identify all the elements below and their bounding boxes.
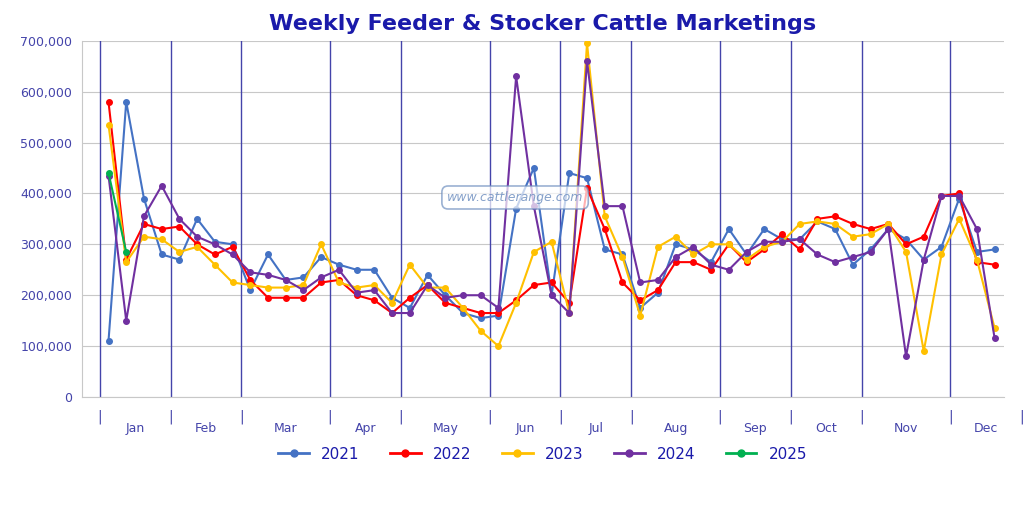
- 2021: [102, 338, 115, 344]
- 2023: [386, 300, 398, 306]
- Line: 2023: 2023: [105, 41, 997, 354]
- 2022: [403, 295, 416, 301]
- Text: |: |: [328, 409, 333, 424]
- Text: Jan: Jan: [126, 422, 144, 435]
- 2021: [315, 254, 328, 260]
- 2023: [758, 244, 770, 250]
- 2024: [581, 58, 593, 64]
- Text: Sep: Sep: [743, 422, 767, 435]
- Text: May: May: [432, 422, 458, 435]
- Text: |: |: [859, 409, 864, 424]
- 2021: [705, 259, 717, 265]
- Text: Jun: Jun: [515, 422, 535, 435]
- Text: |: |: [487, 409, 492, 424]
- Legend: 2021, 2022, 2023, 2024, 2025: 2021, 2022, 2023, 2024, 2025: [272, 441, 813, 468]
- 2021: [403, 305, 416, 311]
- 2021: [988, 246, 1000, 252]
- Text: Nov: Nov: [894, 422, 919, 435]
- 2021: [971, 249, 983, 255]
- Text: Feb: Feb: [195, 422, 217, 435]
- 2024: [369, 287, 381, 293]
- Text: Aug: Aug: [664, 422, 688, 435]
- 2022: [988, 262, 1000, 268]
- Text: Dec: Dec: [974, 422, 998, 435]
- 2024: [971, 226, 983, 232]
- 2022: [297, 295, 309, 301]
- Text: |: |: [168, 409, 173, 424]
- 2024: [386, 310, 398, 316]
- Text: |: |: [398, 409, 403, 424]
- Text: |: |: [240, 409, 244, 424]
- 2024: [705, 262, 717, 268]
- 2024: [102, 173, 115, 179]
- Text: Apr: Apr: [354, 422, 376, 435]
- 2023: [369, 282, 381, 288]
- Line: 2022: 2022: [105, 99, 997, 316]
- 2021: [120, 99, 132, 105]
- 2023: [918, 348, 930, 354]
- 2024: [758, 239, 770, 245]
- 2023: [581, 40, 593, 46]
- Text: |: |: [97, 409, 102, 424]
- 2022: [369, 297, 381, 303]
- 2023: [705, 241, 717, 247]
- Text: |: |: [1019, 409, 1024, 424]
- Title: Weekly Feeder & Stocker Cattle Marketings: Weekly Feeder & Stocker Cattle Marketing…: [269, 14, 816, 34]
- 2023: [971, 257, 983, 263]
- 2023: [102, 122, 115, 128]
- Text: Mar: Mar: [274, 422, 298, 435]
- Line: 2024: 2024: [105, 59, 997, 359]
- Line: 2021: 2021: [105, 99, 997, 344]
- 2023: [297, 282, 309, 288]
- 2022: [971, 259, 983, 265]
- 2024: [900, 353, 912, 359]
- Text: |: |: [948, 409, 952, 424]
- Text: Jul: Jul: [589, 422, 603, 435]
- Text: www.cattlerange.com: www.cattlerange.com: [446, 191, 584, 204]
- 2022: [758, 246, 770, 252]
- Text: |: |: [629, 409, 634, 424]
- 2022: [705, 267, 717, 273]
- 2022: [102, 99, 115, 105]
- Text: |: |: [558, 409, 563, 424]
- Text: |: |: [718, 409, 722, 424]
- Line: 2025: 2025: [105, 171, 129, 254]
- 2023: [988, 325, 1000, 331]
- 2022: [386, 310, 398, 316]
- 2025: [102, 170, 115, 176]
- Text: Oct: Oct: [815, 422, 838, 435]
- 2024: [297, 287, 309, 293]
- Text: |: |: [788, 409, 794, 424]
- 2021: [758, 226, 770, 232]
- 2021: [386, 295, 398, 301]
- 2024: [988, 335, 1000, 342]
